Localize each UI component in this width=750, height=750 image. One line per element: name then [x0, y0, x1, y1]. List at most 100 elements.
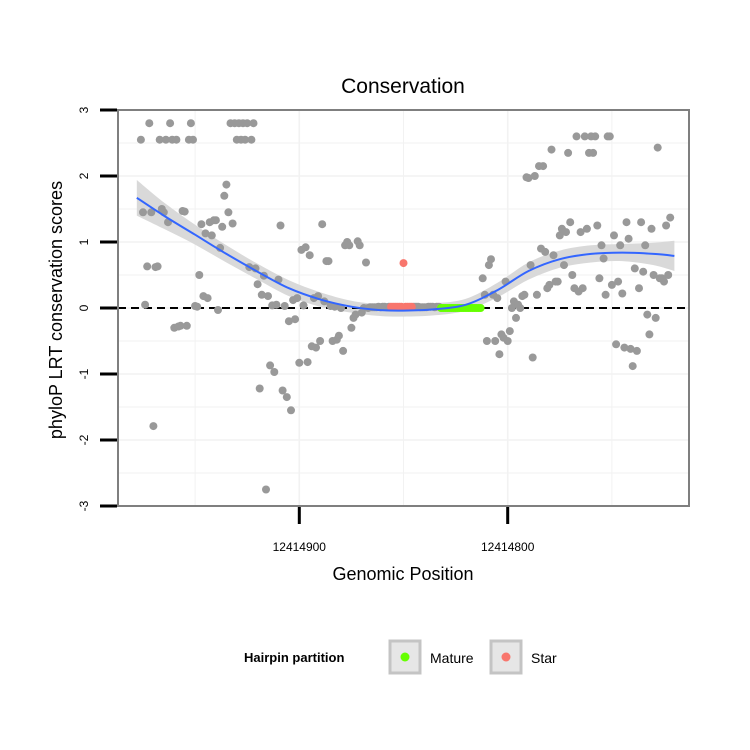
data-point-other [624, 234, 633, 243]
data-point-other [255, 384, 264, 393]
data-point-other [549, 251, 558, 260]
data-point-other [555, 231, 564, 240]
data-point-other [189, 135, 197, 144]
data-point-other [282, 393, 291, 402]
data-point-other [224, 208, 233, 217]
data-point-other [143, 262, 152, 271]
data-point-other [664, 271, 673, 279]
data-point-other [524, 174, 533, 182]
data-point-other [562, 228, 570, 237]
data-point-other [339, 346, 348, 355]
data-point-other [643, 310, 652, 319]
data-point-other [649, 271, 658, 279]
data-point-other [180, 207, 189, 216]
data-point-other [214, 306, 222, 314]
data-point-other [301, 243, 310, 252]
data-point-other [351, 310, 360, 319]
data-point-other [324, 257, 333, 266]
data-point-other [493, 294, 502, 303]
data-point-other [347, 323, 356, 332]
data-point-other [172, 135, 181, 144]
data-point-other [637, 218, 646, 227]
data-point-other [249, 119, 258, 128]
legend-title: Hairpin partition [244, 650, 344, 665]
data-point-other [660, 277, 668, 286]
data-point-other [532, 290, 541, 299]
data-point-mature [476, 304, 485, 312]
y-tick-label: 2 [77, 172, 91, 179]
data-point-other [303, 358, 312, 367]
data-point-other [345, 241, 354, 250]
data-point-other [610, 231, 618, 240]
data-point-other [197, 220, 206, 229]
data-point-other [257, 290, 266, 299]
data-point-other [139, 208, 147, 217]
data-point-other [505, 327, 514, 336]
data-point-other [582, 224, 591, 233]
y-axis-title: phyloP LRT conservation scores [46, 181, 66, 439]
data-point-other [589, 148, 598, 157]
y-tick-label: -1 [77, 368, 91, 379]
data-point-other [530, 172, 539, 180]
data-point-other [155, 135, 164, 144]
data-point-other [597, 241, 606, 250]
data-point-other [495, 350, 504, 359]
data-point-other [312, 343, 320, 352]
data-point-other [635, 284, 643, 293]
data-point-other [545, 280, 554, 289]
series-star [387, 259, 416, 311]
data-point-other [576, 228, 585, 237]
data-point-other [201, 229, 210, 238]
grid-lines [118, 109, 689, 507]
y-tick-label: -2 [77, 434, 91, 445]
data-point-other [666, 213, 675, 222]
data-point-other [186, 119, 195, 128]
x-tick-label: 12414900 [273, 540, 327, 554]
data-point-other [568, 271, 577, 279]
legend: Hairpin partition Mature Star [244, 639, 557, 675]
data-point-other [580, 132, 589, 141]
data-point-other [578, 284, 587, 293]
y-tick-label: -3 [77, 500, 91, 511]
data-point-other [228, 219, 237, 228]
smooth-line-group [136, 196, 675, 312]
data-point-other [653, 143, 662, 152]
confidence-ribbon-group [136, 180, 675, 317]
data-point-other [512, 313, 520, 322]
data-point-other [482, 337, 491, 345]
data-point-other [280, 302, 289, 310]
data-point-other [266, 361, 275, 370]
y-tick-label: 3 [77, 106, 91, 113]
data-point-star [407, 302, 416, 311]
data-point-other [620, 343, 629, 352]
data-point-other [616, 241, 625, 250]
data-point-other [560, 261, 568, 270]
data-point-other [593, 221, 602, 230]
data-point-other [193, 302, 202, 311]
data-point-other [630, 264, 639, 273]
data-point-other [553, 277, 562, 286]
data-point-other [270, 368, 279, 376]
data-point-other [662, 221, 671, 230]
data-point-other [491, 337, 500, 345]
data-point-other [651, 313, 660, 322]
data-point-other [541, 247, 550, 256]
axis-ticks: -3 -2 -1 0 1 2 3 12414900 12414800 [77, 106, 535, 554]
data-point-other [161, 135, 170, 144]
data-point-other [647, 224, 656, 233]
y-tick-label: 0 [77, 304, 91, 311]
y-tick-label: 1 [77, 238, 91, 245]
data-point-other [149, 422, 158, 431]
data-point-other [166, 119, 175, 128]
data-point-other [295, 358, 304, 367]
confidence-ribbon [136, 180, 675, 317]
data-point-other [141, 300, 150, 309]
data-point-other [272, 300, 281, 309]
data-point-other [607, 280, 616, 289]
data-point-other [278, 386, 287, 395]
data-point-other [595, 274, 604, 283]
data-point-other [516, 304, 525, 312]
